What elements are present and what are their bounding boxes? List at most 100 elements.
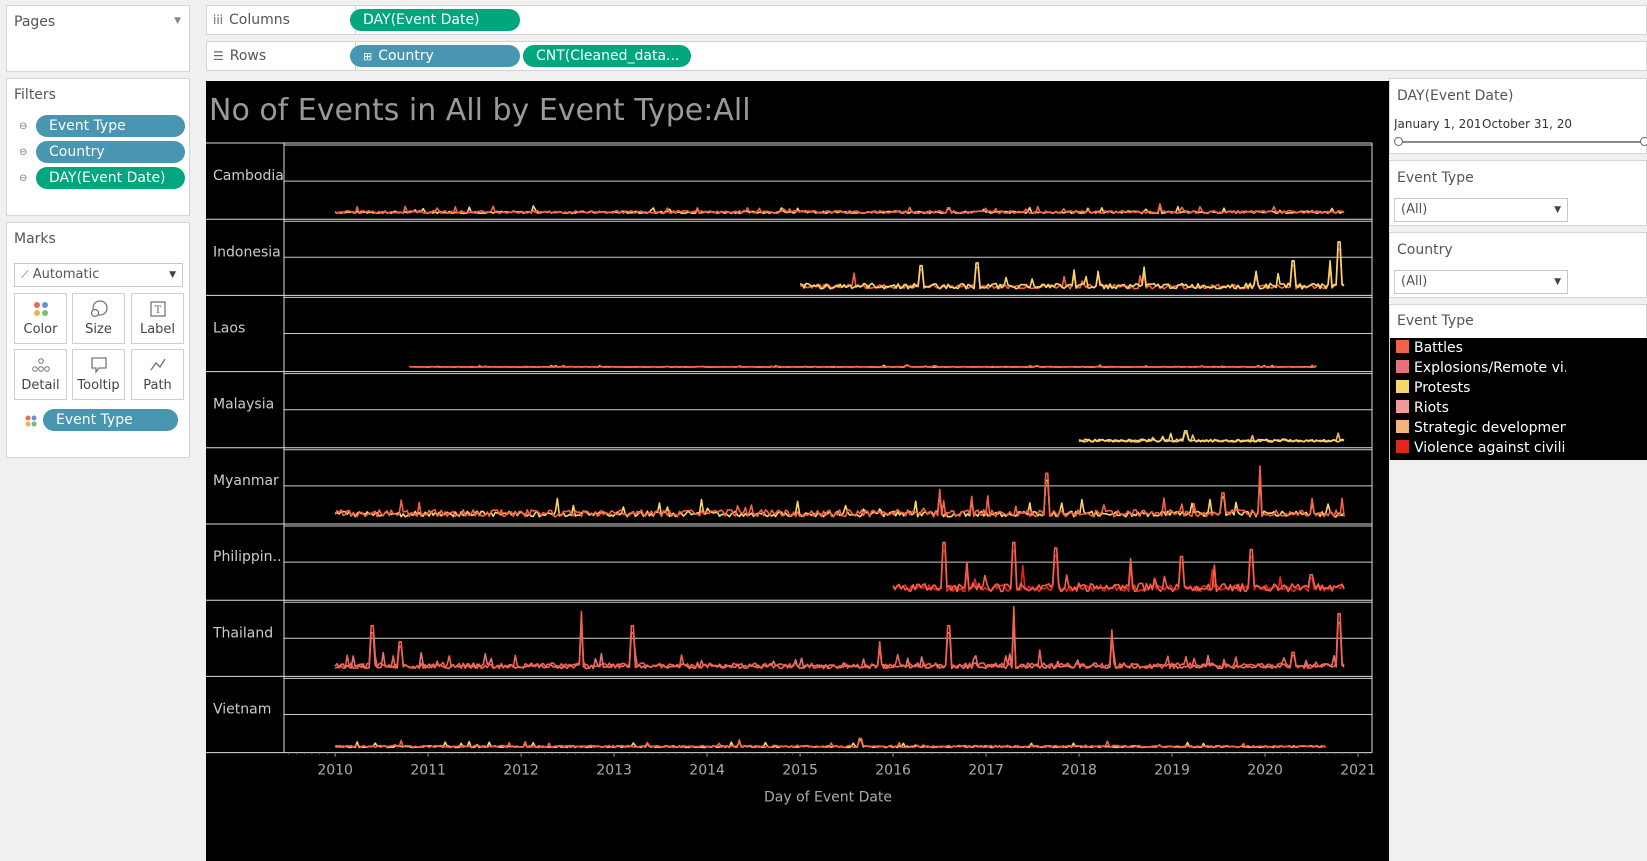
filter-pill-country[interactable]: Country <box>36 141 185 163</box>
row-label: Malaysia <box>213 397 274 413</box>
legend-swatch <box>1396 340 1409 353</box>
legend-label: Explosions/Remote vi.. <box>1414 360 1566 376</box>
legend-item[interactable]: Riots <box>1396 400 1566 420</box>
row-label: Cambodia <box>213 168 284 184</box>
size-icon <box>73 300 124 322</box>
date-filter-title: DAY(Event Date) <box>1397 88 1514 104</box>
row-label: Thailand <box>212 625 273 641</box>
pages-title: Pages <box>14 14 56 30</box>
row-label: Myanmar <box>213 473 279 489</box>
rows-icon: ☰ <box>213 49 224 63</box>
series-line <box>799 241 1345 290</box>
path-button[interactable]: Path <box>131 349 184 400</box>
date-range-slider[interactable] <box>1398 141 1644 143</box>
chevron-down-icon[interactable]: ▼ <box>174 16 181 26</box>
event-type-filter-title: Event Type <box>1397 170 1474 186</box>
color-icon <box>15 300 66 322</box>
date-filter-end: October 31, 20 <box>1482 117 1573 131</box>
path-icon <box>132 356 183 378</box>
filter-icon: ⊖ <box>19 173 28 184</box>
event-type-select[interactable]: (All) ▼ <box>1394 198 1568 222</box>
series-line <box>334 465 1345 518</box>
filter-icon: ⊖ <box>19 121 28 132</box>
series-line <box>1078 430 1345 443</box>
rows-shelf[interactable]: ☰ Rows ⊞ Country CNT(Cleaned_data... <box>206 41 1647 71</box>
date-slider-start-handle[interactable] <box>1394 137 1403 146</box>
x-tick-label: 2016 <box>875 763 911 779</box>
label-button[interactable]: T Label <box>131 293 184 344</box>
legend-swatch <box>1396 380 1409 393</box>
event-type-filter-card: Event Type (All) ▼ <box>1389 160 1647 226</box>
row-label: Indonesia <box>213 244 281 260</box>
x-tick-label: 2019 <box>1154 763 1190 779</box>
x-tick-label: 2012 <box>503 763 539 779</box>
legend-item[interactable]: Battles <box>1396 340 1566 360</box>
legend-label: Violence against civili.. <box>1414 440 1566 456</box>
columns-shelf-label: iii Columns <box>213 12 290 28</box>
chevron-down-icon: ▼ <box>169 270 176 280</box>
x-tick-label: 2015 <box>782 763 818 779</box>
line-chart: Cambodia Indonesia Laos Malaysia Myanmar Phil… <box>206 142 1376 806</box>
legend-item[interactable]: Strategic developmen.. <box>1396 420 1566 440</box>
legend-swatch <box>1396 400 1409 413</box>
x-tick-label: 2018 <box>1061 763 1097 779</box>
x-tick-label: 2010 <box>317 763 353 779</box>
color-button[interactable]: Color <box>14 293 67 344</box>
columns-icon: iii <box>213 13 224 27</box>
x-tick-label: 2013 <box>596 763 632 779</box>
legend-title: Event Type <box>1397 313 1474 329</box>
columns-pill-event-date[interactable]: DAY(Event Date) <box>350 9 520 31</box>
x-tick-label: 2017 <box>968 763 1004 779</box>
date-filter-start: January 1, 201 <box>1394 117 1480 131</box>
legend-item[interactable]: Explosions/Remote vi.. <box>1396 360 1566 380</box>
country-filter-card: Country (All) ▼ <box>1389 232 1647 298</box>
tooltip-button[interactable]: Tooltip <box>72 349 125 400</box>
marks-title: Marks <box>14 231 56 247</box>
series-line <box>334 473 1345 518</box>
legend-swatch <box>1396 360 1409 373</box>
country-select[interactable]: (All) ▼ <box>1394 270 1568 294</box>
rows-pill-country[interactable]: ⊞ Country <box>350 45 520 67</box>
filters-card: Filters ⊖ Event Type ⊖ Country ⊖ DAY(Eve… <box>6 78 190 216</box>
filters-title: Filters <box>14 87 56 103</box>
legend-swatch <box>1396 440 1409 453</box>
row-label: Laos <box>213 321 245 337</box>
chevron-down-icon: ▼ <box>1554 277 1561 287</box>
row-label: Vietnam <box>213 702 271 718</box>
detail-button[interactable]: Detail <box>14 349 67 400</box>
label-icon: T <box>132 300 183 322</box>
legend-item[interactable]: Protests <box>1396 380 1566 400</box>
filter-pill-event-type[interactable]: Event Type <box>36 115 185 137</box>
x-axis-title: Day of Event Date <box>764 790 892 806</box>
legend-swatch <box>1396 420 1409 433</box>
x-tick-label: 2021 <box>1340 763 1376 779</box>
legend-item[interactable]: Violence against civili.. <box>1396 440 1566 460</box>
chevron-down-icon: ▼ <box>1554 205 1561 215</box>
date-filter-card: DAY(Event Date) January 1, 201 October 3… <box>1389 78 1647 154</box>
columns-shelf[interactable]: iii Columns DAY(Event Date) <box>206 5 1647 35</box>
filter-icon: ⊖ <box>19 147 28 158</box>
marks-card: Marks ⟋ Automatic ▼ Color Size T Label De… <box>6 222 190 458</box>
row-label: Philippin.. <box>213 549 281 565</box>
mark-type-select[interactable]: ⟋ Automatic ▼ <box>14 263 183 287</box>
viz-area: No of Events in All by Event Type:All Ca… <box>206 81 1389 861</box>
series-line <box>334 203 1345 215</box>
date-slider-end-handle[interactable] <box>1640 137 1647 146</box>
marks-color-pill-event-type[interactable]: Event Type <box>43 409 178 431</box>
filter-pill-event-date[interactable]: DAY(Event Date) <box>36 167 185 189</box>
color-icon <box>24 413 38 432</box>
country-filter-title: Country <box>1397 242 1453 258</box>
legend-label: Strategic developmen.. <box>1414 420 1566 436</box>
rows-pill-count[interactable]: CNT(Cleaned_data... <box>523 45 691 67</box>
legend-body: Battles Explosions/Remote vi.. Protests Rio… <box>1390 338 1647 460</box>
event-type-legend-card: Event Type Battles Explosions/Remote vi..… <box>1389 304 1647 460</box>
series-line <box>334 605 1345 670</box>
svg-text:T: T <box>154 305 161 316</box>
x-tick-label: 2014 <box>689 763 725 779</box>
size-button[interactable]: Size <box>72 293 125 344</box>
detail-icon <box>15 356 66 378</box>
series-line <box>409 364 1317 368</box>
x-tick-label: 2020 <box>1247 763 1283 779</box>
x-tick-label: 2011 <box>410 763 446 779</box>
legend-label: Battles <box>1414 340 1463 356</box>
